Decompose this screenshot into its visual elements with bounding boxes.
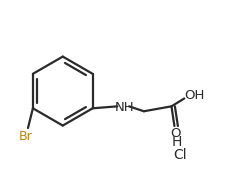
Text: Br: Br bbox=[19, 130, 33, 143]
Text: O: O bbox=[171, 127, 181, 140]
Text: H: H bbox=[172, 135, 182, 149]
Text: OH: OH bbox=[184, 89, 204, 102]
Text: Cl: Cl bbox=[173, 148, 187, 162]
Text: NH: NH bbox=[114, 101, 134, 114]
